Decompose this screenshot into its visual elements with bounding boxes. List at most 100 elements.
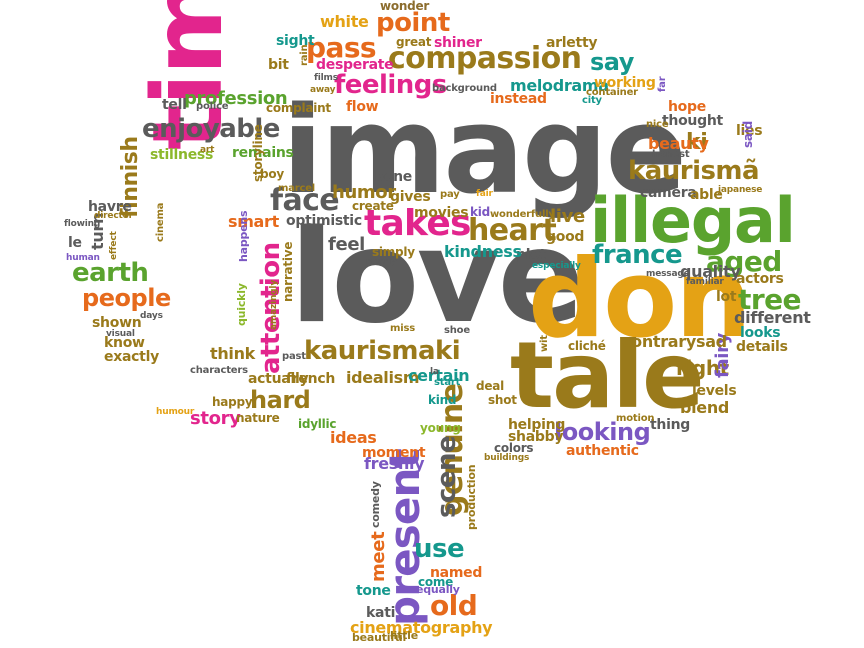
word-heart: heart: [468, 213, 557, 248]
word-able: able: [690, 187, 723, 203]
word-beautiful: beautiful: [352, 631, 407, 644]
word-idealism: idealism: [346, 368, 420, 387]
word-earth: earth: [72, 258, 149, 288]
word-profession: profession: [184, 88, 288, 109]
word-plot: plot: [516, 247, 547, 263]
word-great: great: [396, 35, 432, 49]
word-city: city: [582, 95, 602, 106]
word-actually: actually: [248, 371, 309, 387]
word-buildings: buildings: [484, 453, 530, 463]
word-bit: bit: [268, 57, 289, 73]
word-films: films: [314, 73, 338, 83]
word-simply: simply: [372, 245, 415, 259]
word-away: away: [310, 85, 336, 95]
word-white: white: [320, 12, 369, 31]
word-wonderfully: wonderfully: [490, 209, 555, 220]
word-kaurism-: kaurismã: [628, 156, 760, 186]
word-compassion: compassion: [388, 41, 582, 76]
word-flow: flow: [346, 99, 379, 115]
word-smart: smart: [228, 212, 279, 231]
word-storyline: storyline: [251, 124, 265, 182]
word-honest: honest: [652, 149, 690, 160]
word-director: director: [94, 211, 133, 221]
word-shot: shot: [488, 393, 517, 407]
word-shoe: shoe: [444, 325, 470, 336]
word-point: point: [376, 8, 450, 38]
word-pay: pay: [440, 189, 460, 200]
word-scene: scene: [432, 435, 462, 518]
word-tell: tell: [162, 97, 187, 113]
word-marcel: marcel: [278, 183, 316, 194]
word-rain: rain: [299, 44, 310, 66]
word-far: far: [657, 76, 668, 92]
word-amazingly: amazingly: [269, 279, 279, 330]
word-actors: actors: [736, 271, 784, 287]
word-know: know: [104, 335, 145, 351]
word-bone: bone: [374, 169, 412, 185]
word-meet: meet: [368, 531, 389, 582]
word-instead: instead: [490, 91, 547, 107]
word-tree: tree: [738, 283, 801, 316]
word-clich-: cliché: [568, 339, 606, 353]
word-little: little: [390, 629, 418, 642]
word-visual: visual: [106, 329, 135, 339]
word-freshly: freshly: [364, 454, 425, 473]
word-love: love: [290, 203, 584, 352]
word-familiar: familiar: [686, 277, 724, 287]
word-illegal: illegal: [590, 184, 796, 257]
word-think: think: [210, 344, 255, 363]
word-art: art: [200, 145, 215, 155]
word-pass: pass: [306, 31, 377, 64]
word-come: come: [418, 575, 454, 589]
word-young: young: [420, 421, 461, 435]
word-cinematography: cinematography: [350, 618, 493, 637]
word-kindness: kindness: [444, 242, 522, 261]
word-production: production: [465, 464, 478, 530]
word-sad: sad: [696, 332, 727, 351]
word-certain: certain: [408, 366, 470, 385]
word-different: different: [734, 308, 811, 327]
word-hope: hope: [668, 99, 706, 115]
word-beauty: beauty: [648, 134, 709, 153]
word-miss: miss: [390, 323, 415, 334]
word-nice: nice: [646, 119, 669, 130]
word-japanese: japanese: [718, 185, 763, 195]
word-desperate: desperate: [316, 57, 394, 73]
word-nature: nature: [236, 411, 280, 425]
word-authentic: authentic: [566, 443, 639, 459]
word-tale: tale: [510, 322, 704, 429]
word-kaurismaki: kaurismaki: [304, 336, 461, 366]
word-story: story: [190, 408, 241, 429]
word-working: working: [594, 75, 656, 91]
word-movies: movies: [414, 205, 469, 221]
word-optimistic: optimistic: [286, 213, 362, 229]
word-feelings: feelings: [334, 70, 447, 100]
word-takes: takes: [364, 203, 471, 244]
word-kid: kid: [470, 205, 490, 219]
word-ki: ki: [686, 130, 708, 155]
word-characters: characters: [190, 365, 248, 376]
word-humour: humour: [156, 407, 195, 417]
word-live: live: [550, 206, 585, 227]
word-french: french: [286, 371, 336, 387]
word-fair: fair: [476, 189, 493, 199]
word-sight: sight: [276, 33, 315, 49]
word-comedy: comedy: [369, 481, 382, 528]
word-hard: hard: [250, 386, 311, 414]
word-image: image: [282, 82, 687, 221]
word-moment: moment: [362, 445, 426, 461]
word-arletty: arletty: [546, 35, 598, 51]
word-camera: camera: [640, 185, 697, 201]
word-quickly: quickly: [235, 283, 248, 326]
word-good: good: [546, 229, 585, 245]
word-days: days: [140, 311, 163, 321]
word-motion: motion: [616, 413, 655, 424]
word-blend: blend: [680, 398, 730, 417]
word-la: la: [430, 367, 439, 377]
word-police: police: [196, 101, 229, 112]
word-gives: gives: [390, 189, 431, 205]
word-happy: happy: [212, 395, 253, 409]
word-idyllic: idyllic: [298, 417, 337, 431]
word-deal: deal: [476, 379, 504, 393]
word-helping: helping: [508, 417, 566, 433]
